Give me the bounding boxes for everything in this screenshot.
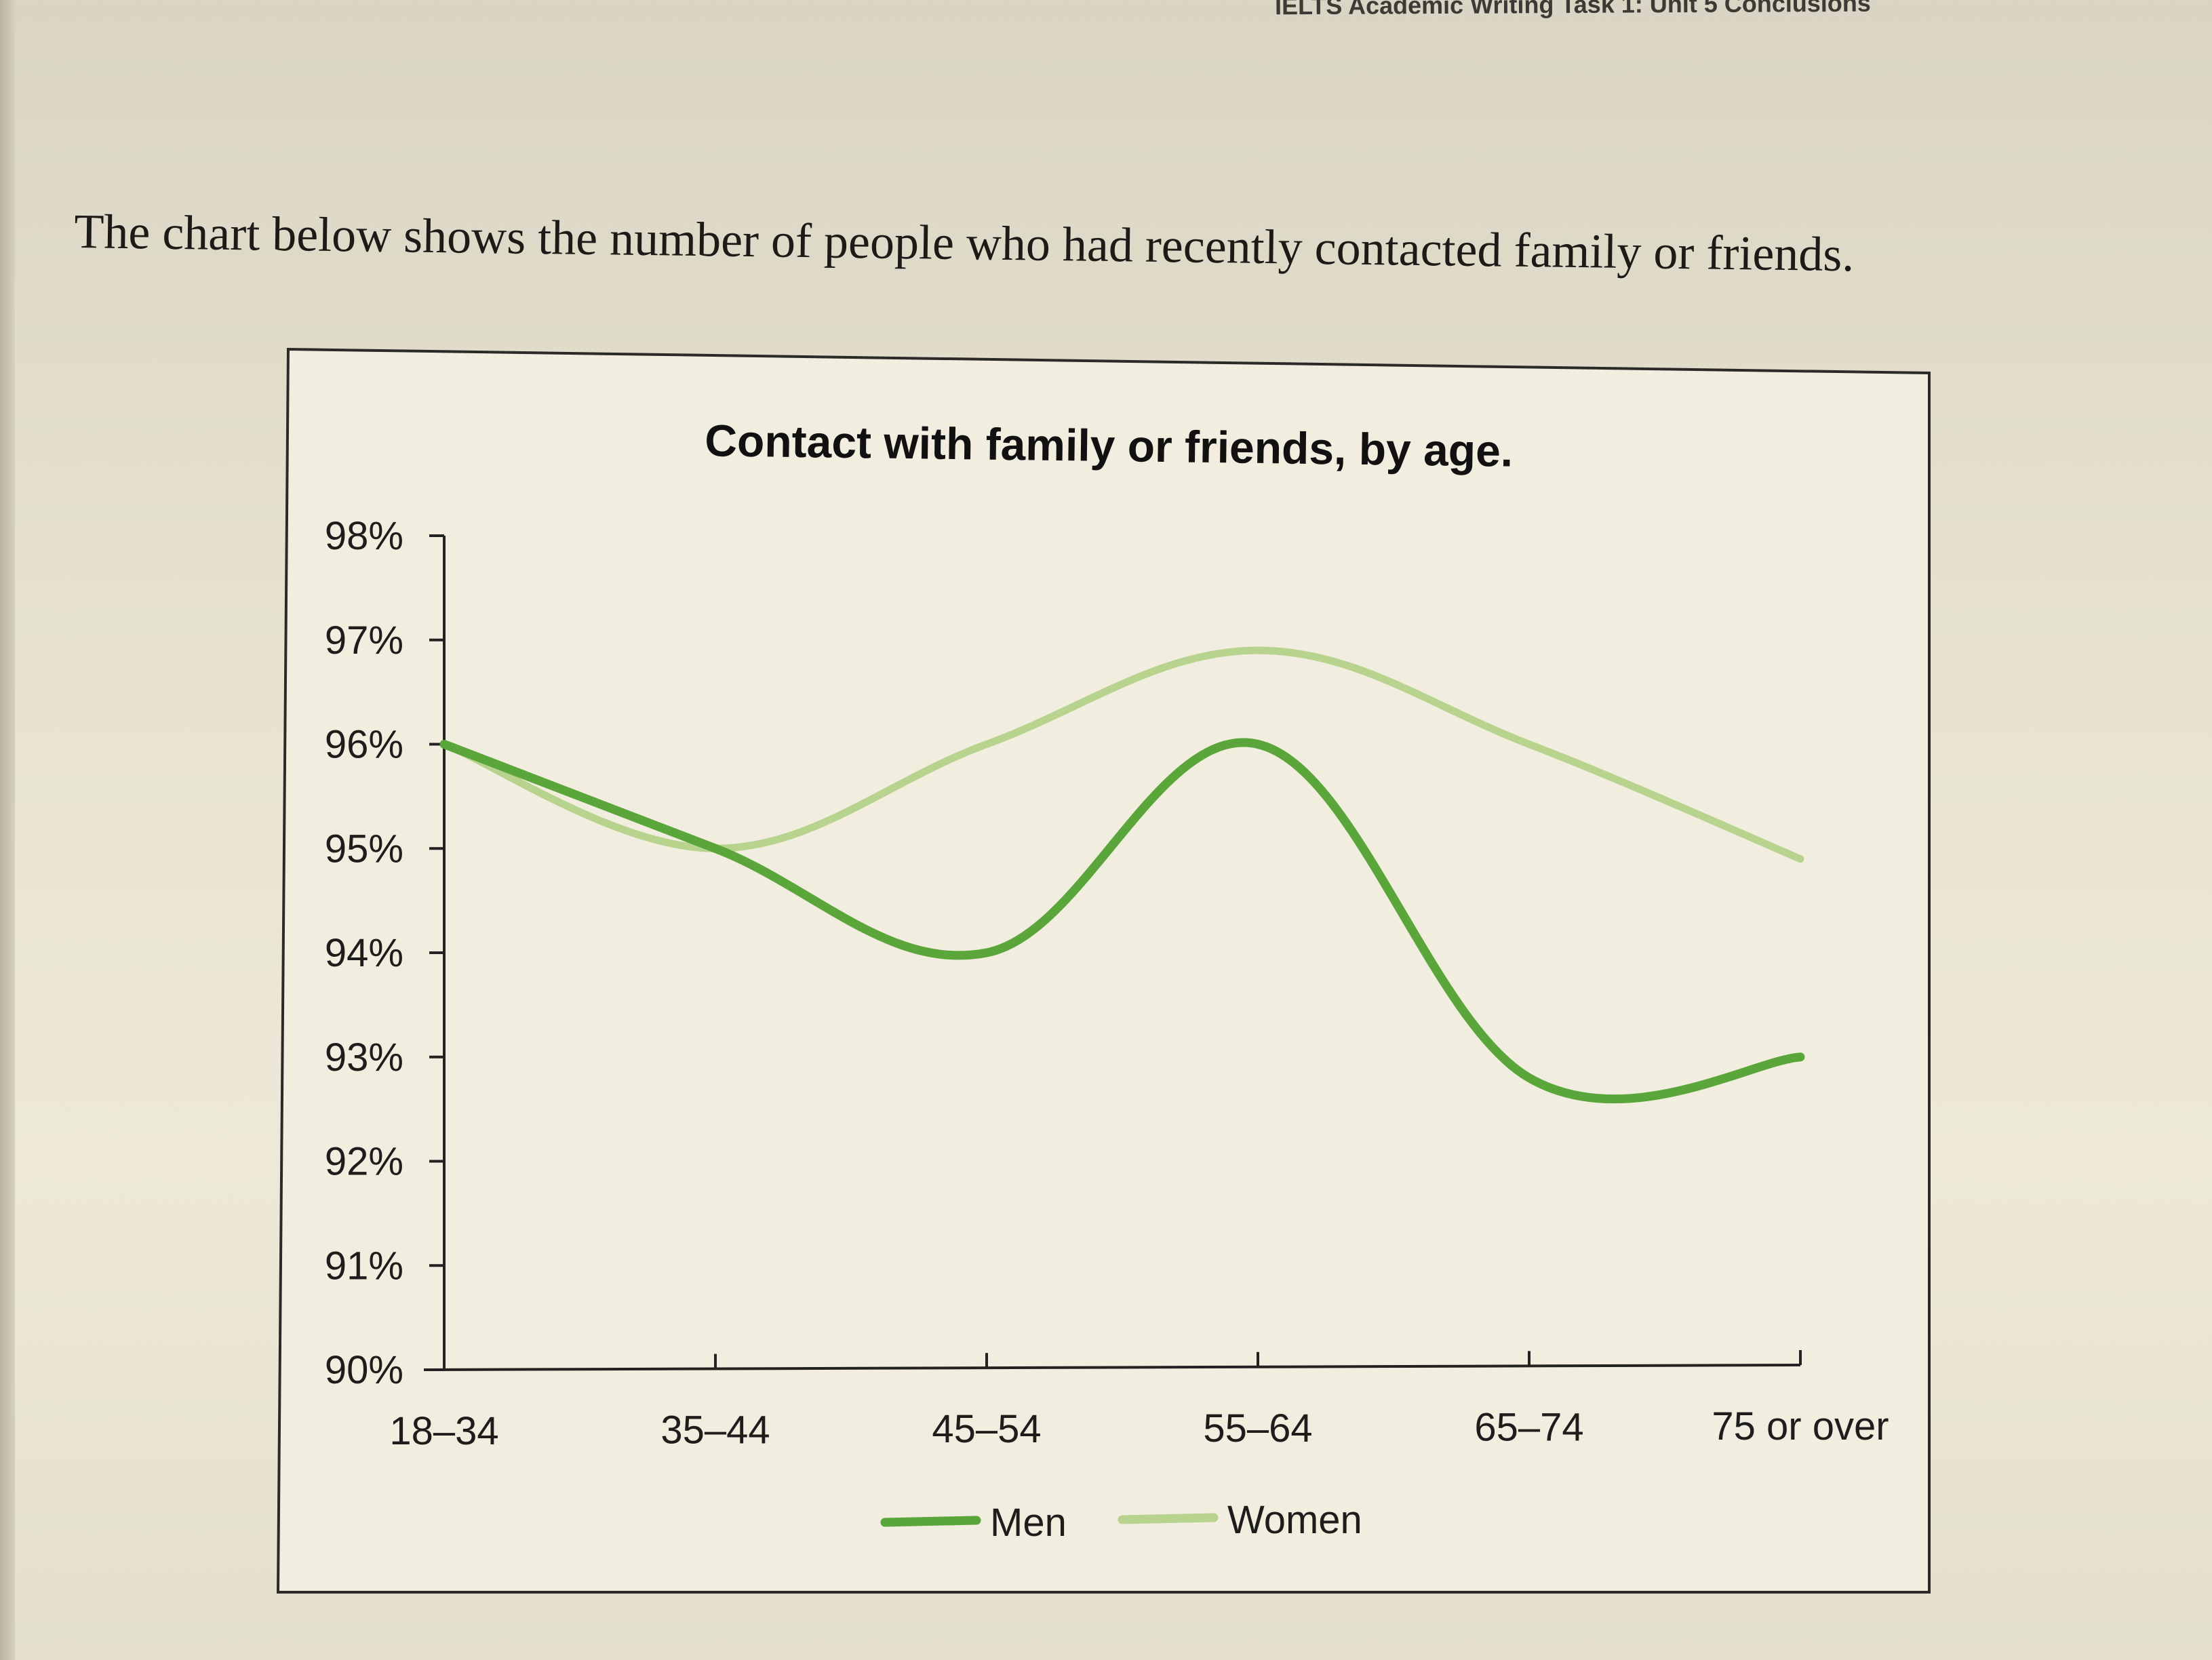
y-tick-label: 93% xyxy=(325,1035,403,1080)
x-tick-label: 65–74 xyxy=(1474,1405,1583,1449)
x-axis-line xyxy=(423,1364,1801,1371)
y-tick-label: 94% xyxy=(325,931,403,975)
legend-label-men: Men xyxy=(990,1501,1067,1545)
y-tick-label: 90% xyxy=(325,1348,403,1392)
y-tick-label: 96% xyxy=(325,723,403,767)
page-edge xyxy=(0,0,15,1660)
chart-title: Contact with family or friends, by age. xyxy=(705,415,1514,476)
chart-frame xyxy=(276,347,1931,1594)
x-tick-label: 45–54 xyxy=(932,1407,1041,1451)
y-tick-label: 95% xyxy=(325,827,403,871)
series-lines xyxy=(439,646,1805,1104)
legend-label-women: Women xyxy=(1227,1498,1362,1542)
series-line-women xyxy=(440,646,1804,863)
x-tick-label: 18–34 xyxy=(389,1409,498,1453)
legend-swatch-men xyxy=(880,1516,981,1527)
y-tick-label: 97% xyxy=(325,618,403,663)
y-tick-label: 92% xyxy=(325,1140,403,1184)
x-tick-label: 35–44 xyxy=(660,1408,770,1452)
x-tick-label: 55–64 xyxy=(1203,1406,1312,1450)
series-line-men xyxy=(439,738,1805,1104)
legend-swatch-women xyxy=(1118,1513,1219,1524)
x-tick-label: 75 or over xyxy=(1712,1404,1889,1448)
axes: 90% 91% 92% 93% 94% 95% 96% 97% 98% 18–34 35–44 45–… xyxy=(325,514,1889,1453)
y-tick-label: 91% xyxy=(325,1244,403,1288)
y-tick-label: 98% xyxy=(325,514,403,558)
legend: Men Women xyxy=(880,1498,1362,1545)
